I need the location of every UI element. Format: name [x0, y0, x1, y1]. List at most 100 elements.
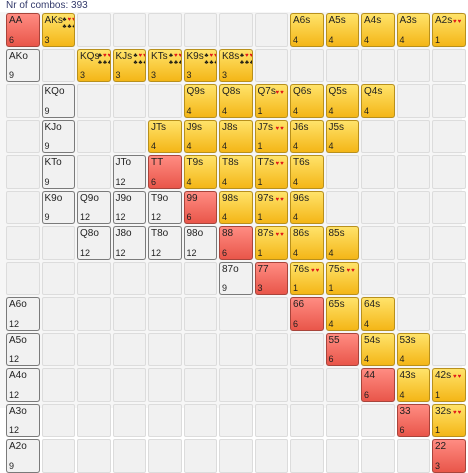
- empty-cell[interactable]: [6, 155, 40, 189]
- hand-cell-43s[interactable]: 43s 4: [396, 368, 430, 402]
- hand-cell-a6o[interactable]: A6o 12: [6, 297, 40, 331]
- empty-cell[interactable]: [6, 297, 40, 331]
- empty-cell[interactable]: [183, 13, 217, 47]
- empty-cell[interactable]: [254, 48, 288, 82]
- empty-cell[interactable]: [432, 332, 466, 366]
- empty-cell[interactable]: [254, 13, 288, 47]
- hand-cell-99[interactable]: 99 6: [183, 190, 217, 224]
- hand-cell-t8o[interactable]: T8o 12: [148, 226, 182, 260]
- hand-cell-jts[interactable]: JTs 4: [148, 119, 182, 153]
- hand-cell-aa[interactable]: AA 6: [6, 13, 40, 47]
- hand-cell-85s[interactable]: 85s 4: [325, 226, 359, 260]
- hand-cell-kts[interactable]: KTs 3 ♣♥♥♣♣♣: [148, 48, 182, 82]
- hand-cell-q8o[interactable]: Q8o 12: [77, 226, 111, 260]
- empty-cell[interactable]: [148, 261, 182, 295]
- hand-cell-t6s[interactable]: T6s 4: [290, 155, 324, 189]
- empty-cell[interactable]: [41, 332, 75, 366]
- empty-cell[interactable]: [432, 48, 466, 82]
- empty-cell[interactable]: [254, 297, 288, 331]
- hand-cell-53s[interactable]: 53s 4: [396, 332, 430, 366]
- hand-cell-88[interactable]: 88 6: [219, 226, 253, 260]
- hand-cell-76s[interactable]: 76s 1 ♥ ♥: [290, 261, 324, 295]
- hand-cell-42s[interactable]: 42s 1 ♥ ♥: [432, 368, 466, 402]
- hand-cell-a4s[interactable]: A4s 4: [361, 13, 395, 47]
- empty-cell[interactable]: [6, 84, 40, 118]
- empty-cell[interactable]: [183, 368, 217, 402]
- hand-cell-a5s[interactable]: A5s 4: [325, 13, 359, 47]
- hand-cell-jto[interactable]: JTo 12: [112, 155, 146, 189]
- hand-cell-kqo[interactable]: KQo 9: [41, 84, 75, 118]
- hand-cell-87o[interactable]: 87o 9: [219, 261, 253, 295]
- empty-cell[interactable]: [148, 332, 182, 366]
- hand-cell-44[interactable]: 44 6: [361, 368, 395, 402]
- empty-cell[interactable]: [112, 439, 146, 473]
- empty-cell[interactable]: [77, 368, 111, 402]
- empty-cell[interactable]: [361, 439, 395, 473]
- empty-cell[interactable]: [112, 119, 146, 153]
- empty-cell[interactable]: [6, 119, 40, 153]
- empty-cell[interactable]: [148, 297, 182, 331]
- empty-cell[interactable]: [361, 261, 395, 295]
- hand-cell-65s[interactable]: 65s 4: [325, 297, 359, 331]
- empty-cell[interactable]: [396, 119, 430, 153]
- empty-cell[interactable]: [183, 332, 217, 366]
- empty-cell[interactable]: [219, 368, 253, 402]
- empty-cell[interactable]: [41, 261, 75, 295]
- hand-cell-j9s[interactable]: J9s 4: [183, 119, 217, 153]
- empty-cell[interactable]: [396, 48, 430, 82]
- empty-cell[interactable]: [432, 84, 466, 118]
- hand-cell-j5s[interactable]: J5s 4: [325, 119, 359, 153]
- hand-cell-j6s[interactable]: J6s 4: [290, 119, 324, 153]
- hand-cell-87s[interactable]: 87s 1 ♥ ♥: [254, 226, 288, 260]
- hand-cell-q7s[interactable]: Q7s 1 ♥ ♥: [254, 84, 288, 118]
- empty-cell[interactable]: [183, 439, 217, 473]
- hand-cell-77[interactable]: 77 3: [254, 261, 288, 295]
- empty-cell[interactable]: [6, 332, 40, 366]
- empty-cell[interactable]: [41, 297, 75, 331]
- hand-cell-t9o[interactable]: T9o 12: [148, 190, 182, 224]
- empty-cell[interactable]: [77, 190, 111, 224]
- empty-cell[interactable]: [77, 13, 111, 47]
- hand-cell-j8o[interactable]: J8o 12: [112, 226, 146, 260]
- empty-cell[interactable]: [112, 13, 146, 47]
- hand-cell-q5s[interactable]: Q5s 4: [325, 84, 359, 118]
- hand-cell-t8s[interactable]: T8s 4: [219, 155, 253, 189]
- hand-cell-98o[interactable]: 98o 12: [183, 226, 217, 260]
- hand-cell-22[interactable]: 22 3: [432, 439, 466, 473]
- empty-cell[interactable]: [219, 332, 253, 366]
- hand-cell-j9o[interactable]: J9o 12: [112, 190, 146, 224]
- empty-cell[interactable]: [396, 155, 430, 189]
- empty-cell[interactable]: [6, 226, 40, 260]
- empty-cell[interactable]: [183, 297, 217, 331]
- hand-cell-t9s[interactable]: T9s 4: [183, 155, 217, 189]
- empty-cell[interactable]: [219, 13, 253, 47]
- empty-cell[interactable]: [325, 155, 359, 189]
- hand-cell-q8s[interactable]: Q8s 4: [219, 84, 253, 118]
- hand-cell-a4o[interactable]: A4o 12: [6, 368, 40, 402]
- empty-cell[interactable]: [77, 84, 111, 118]
- empty-cell[interactable]: [325, 368, 359, 402]
- empty-cell[interactable]: [41, 439, 75, 473]
- hand-cell-55[interactable]: 55 6: [325, 332, 359, 366]
- empty-cell[interactable]: [325, 48, 359, 82]
- hand-cell-tt[interactable]: TT 6: [148, 155, 182, 189]
- empty-cell[interactable]: [148, 368, 182, 402]
- hand-cell-q6s[interactable]: Q6s 4: [290, 84, 324, 118]
- empty-cell[interactable]: [396, 84, 430, 118]
- hand-cell-a3s[interactable]: A3s 4: [396, 13, 430, 47]
- empty-cell[interactable]: [254, 332, 288, 366]
- empty-cell[interactable]: [396, 297, 430, 331]
- empty-cell[interactable]: [112, 84, 146, 118]
- empty-cell[interactable]: [432, 155, 466, 189]
- empty-cell[interactable]: [77, 439, 111, 473]
- empty-cell[interactable]: [361, 226, 395, 260]
- hand-cell-a2o[interactable]: A2o 9: [6, 439, 40, 473]
- empty-cell[interactable]: [77, 261, 111, 295]
- empty-cell[interactable]: [290, 48, 324, 82]
- empty-cell[interactable]: [290, 332, 324, 366]
- empty-cell[interactable]: [432, 119, 466, 153]
- empty-cell[interactable]: [396, 261, 430, 295]
- hand-cell-kqs[interactable]: KQs 3 ♣♥♥♣♣♣: [77, 48, 111, 82]
- hand-cell-54s[interactable]: 54s 4: [361, 332, 395, 366]
- empty-cell[interactable]: [41, 226, 75, 260]
